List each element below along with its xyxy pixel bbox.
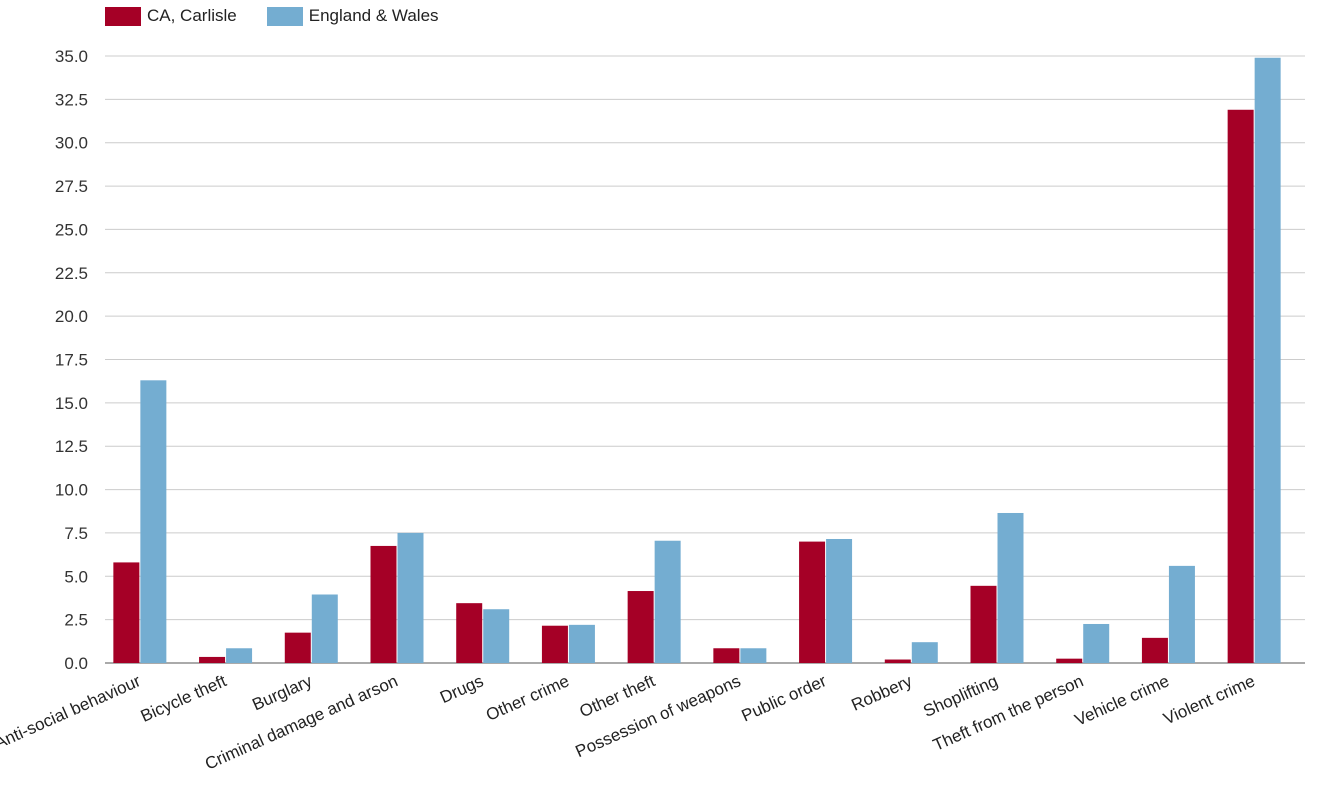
bar-ca-carlisle[interactable] xyxy=(1227,109,1254,663)
legend-swatch-england-wales xyxy=(266,6,303,26)
y-tick-label: 35.0 xyxy=(55,47,88,66)
y-tick-label: 22.5 xyxy=(55,264,88,283)
x-category-label: Bicycle theft xyxy=(138,671,230,726)
bar-england-wales[interactable] xyxy=(140,380,167,663)
bar-england-wales[interactable] xyxy=(397,532,424,663)
y-tick-label: 5.0 xyxy=(64,567,88,586)
y-tick-label: 25.0 xyxy=(55,220,88,239)
x-category-label: Possession of weapons xyxy=(573,671,744,761)
legend-swatch-carlisle xyxy=(105,6,141,26)
bar-england-wales[interactable] xyxy=(740,648,767,663)
y-tick-label: 0.0 xyxy=(64,654,88,673)
legend-item-england-wales[interactable]: England & Wales xyxy=(266,6,439,26)
y-tick-label: 17.5 xyxy=(55,351,88,370)
y-tick-label: 15.0 xyxy=(55,394,88,413)
x-category-label: Burglary xyxy=(249,671,315,714)
x-category-label: Other crime xyxy=(483,671,572,724)
y-tick-label: 20.0 xyxy=(55,307,88,326)
bar-england-wales[interactable] xyxy=(997,512,1024,663)
legend-label-carlisle: CA, Carlisle xyxy=(147,6,237,25)
x-category-label: Vehicle crime xyxy=(1072,671,1172,729)
legend-label-england-wales: England & Wales xyxy=(308,6,439,25)
bar-england-wales[interactable] xyxy=(568,624,595,663)
bar-ca-carlisle[interactable] xyxy=(456,603,483,663)
y-tick-label: 30.0 xyxy=(55,134,88,153)
bar-ca-carlisle[interactable] xyxy=(627,591,654,663)
x-category-label: Robbery xyxy=(848,671,915,715)
bar-ca-carlisle[interactable] xyxy=(713,648,740,663)
bar-england-wales[interactable] xyxy=(483,609,510,663)
x-category-label: Public order xyxy=(739,671,830,725)
chart-legend: CA, Carlisle England & Wales xyxy=(105,6,439,26)
bar-ca-carlisle[interactable] xyxy=(1056,658,1083,663)
bar-england-wales[interactable] xyxy=(311,594,338,663)
y-tick-label: 10.0 xyxy=(55,481,88,500)
x-category-label: Violent crime xyxy=(1161,671,1258,728)
bar-england-wales[interactable] xyxy=(1254,57,1281,663)
bar-england-wales[interactable] xyxy=(826,538,853,663)
bar-ca-carlisle[interactable] xyxy=(884,659,911,663)
y-tick-label: 32.5 xyxy=(55,90,88,109)
bar-ca-carlisle[interactable] xyxy=(113,562,140,663)
bar-ca-carlisle[interactable] xyxy=(370,545,397,663)
bar-england-wales[interactable] xyxy=(1083,623,1110,663)
bar-ca-carlisle[interactable] xyxy=(284,632,311,663)
bar-england-wales[interactable] xyxy=(911,642,938,663)
x-category-label: Drugs xyxy=(437,671,486,707)
y-tick-label: 7.5 xyxy=(64,524,88,543)
bar-england-wales[interactable] xyxy=(654,540,681,663)
bar-ca-carlisle[interactable] xyxy=(199,656,226,663)
bar-england-wales[interactable] xyxy=(226,648,253,663)
y-tick-label: 27.5 xyxy=(55,177,88,196)
legend-item-carlisle[interactable]: CA, Carlisle xyxy=(105,6,237,26)
bar-ca-carlisle[interactable] xyxy=(541,625,568,663)
x-category-label: Theft from the person xyxy=(930,671,1086,754)
bar-ca-carlisle[interactable] xyxy=(970,585,997,663)
y-tick-label: 12.5 xyxy=(55,437,88,456)
x-category-label: Anti-social behaviour xyxy=(0,671,144,753)
y-tick-label: 2.5 xyxy=(64,611,88,630)
bar-ca-carlisle[interactable] xyxy=(1141,637,1168,663)
bar-ca-carlisle[interactable] xyxy=(799,541,826,663)
bar-england-wales[interactable] xyxy=(1168,565,1195,663)
